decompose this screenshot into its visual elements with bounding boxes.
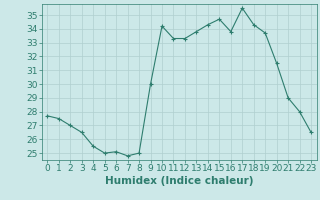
X-axis label: Humidex (Indice chaleur): Humidex (Indice chaleur) [105,176,253,186]
